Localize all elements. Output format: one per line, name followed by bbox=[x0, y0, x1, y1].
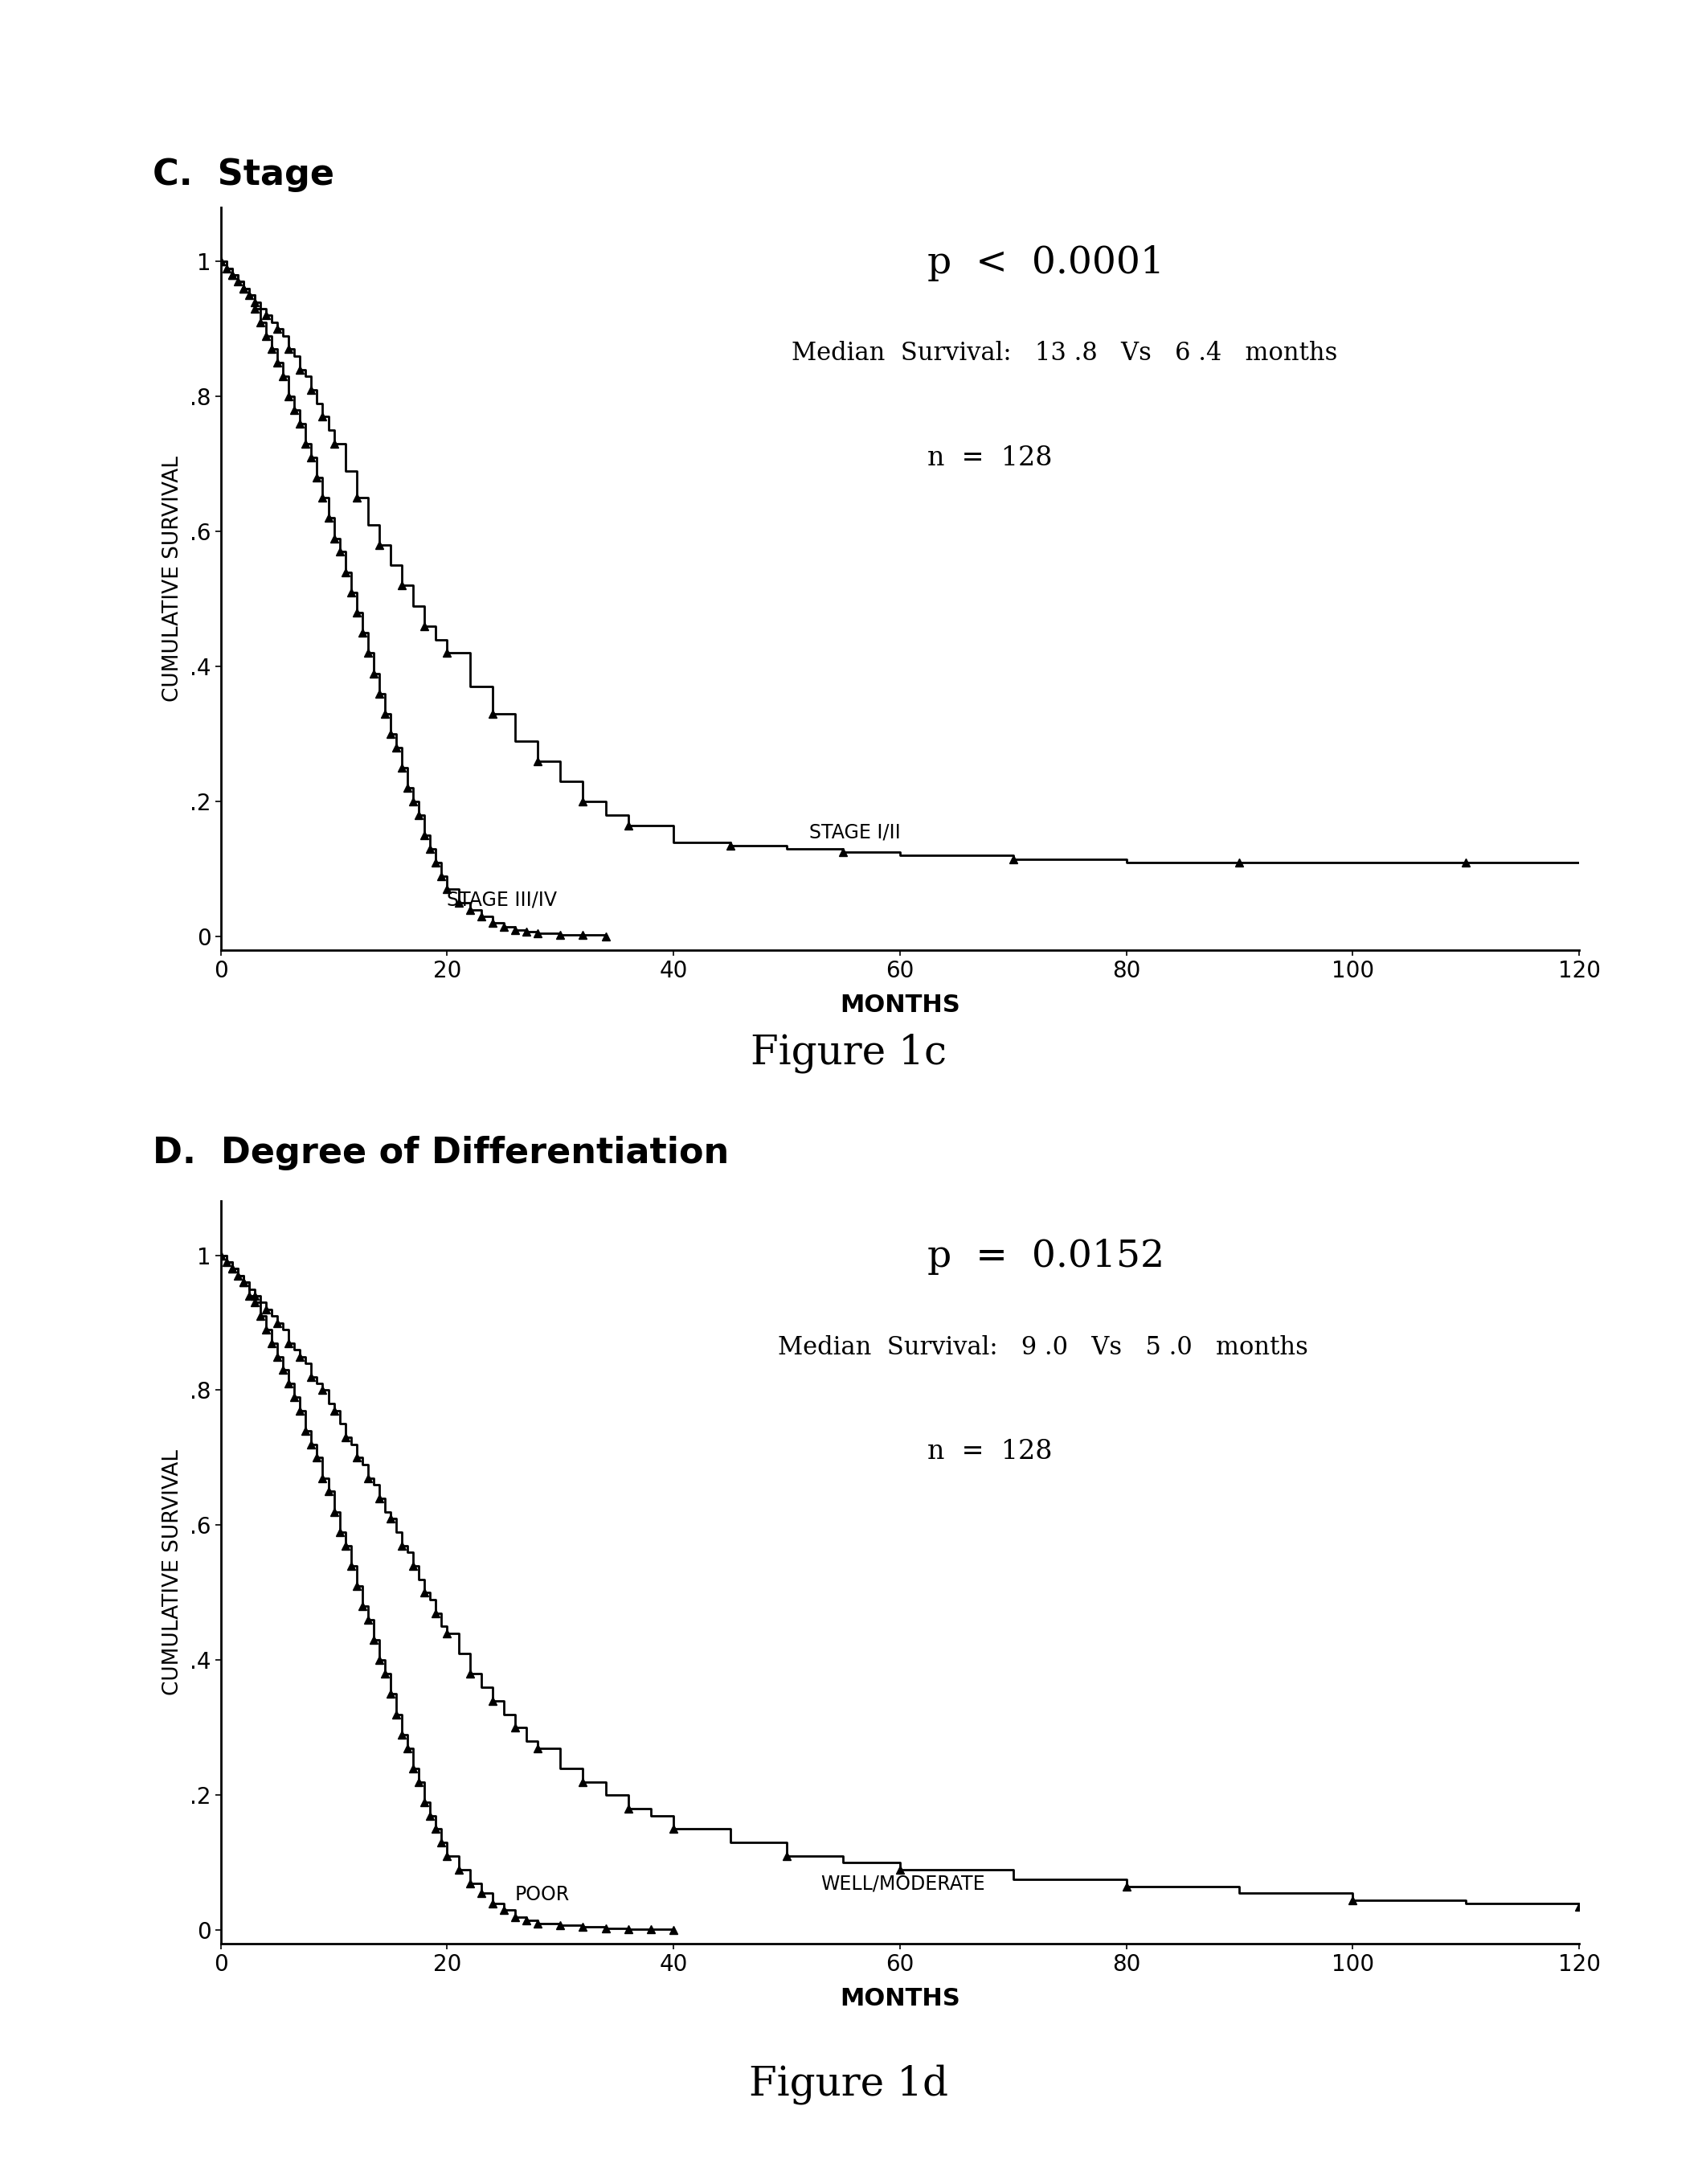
Text: Median  Survival:   13 .8   Vs   6 .4   months: Median Survival: 13 .8 Vs 6 .4 months bbox=[791, 341, 1338, 367]
Text: STAGE I/II: STAGE I/II bbox=[810, 823, 902, 843]
Text: WELL/MODERATE: WELL/MODERATE bbox=[820, 1874, 985, 1894]
Text: Median  Survival:   9 .0   Vs   5 .0   months: Median Survival: 9 .0 Vs 5 .0 months bbox=[778, 1334, 1307, 1361]
X-axis label: MONTHS: MONTHS bbox=[841, 1987, 959, 2009]
Text: D.  Degree of Differentiation: D. Degree of Differentiation bbox=[153, 1136, 728, 1171]
Y-axis label: CUMULATIVE SURVIVAL: CUMULATIVE SURVIVAL bbox=[163, 456, 183, 701]
X-axis label: MONTHS: MONTHS bbox=[841, 994, 959, 1016]
Text: C.  Stage: C. Stage bbox=[153, 157, 335, 192]
Text: p  =  0.0152: p = 0.0152 bbox=[927, 1238, 1165, 1275]
Text: p  <  0.0001: p < 0.0001 bbox=[927, 245, 1165, 282]
Y-axis label: CUMULATIVE SURVIVAL: CUMULATIVE SURVIVAL bbox=[163, 1450, 183, 1695]
Text: POOR: POOR bbox=[514, 1885, 571, 1904]
Text: STAGE III/IV: STAGE III/IV bbox=[447, 891, 557, 909]
Text: n  =  128: n = 128 bbox=[927, 446, 1053, 472]
Text: Figure 1c: Figure 1c bbox=[751, 1033, 947, 1072]
Text: n  =  128: n = 128 bbox=[927, 1439, 1053, 1465]
Text: Figure 1d: Figure 1d bbox=[749, 2064, 949, 2103]
